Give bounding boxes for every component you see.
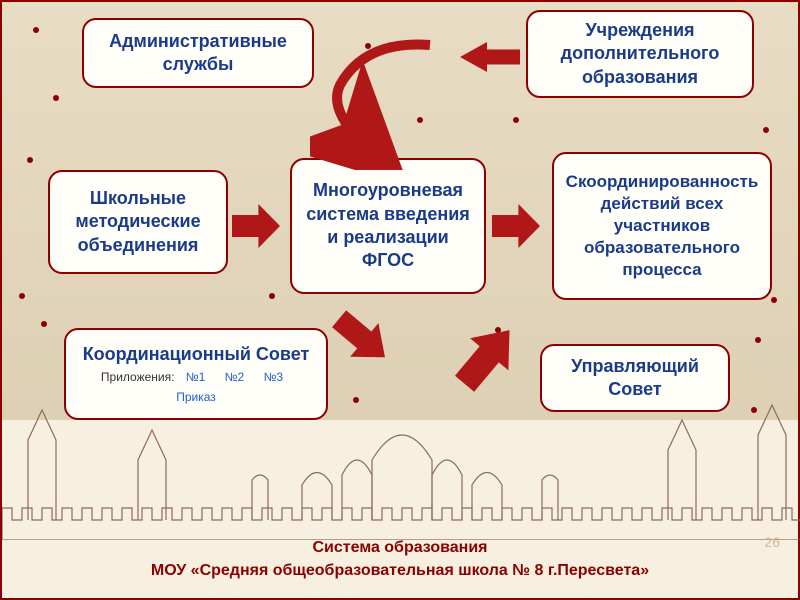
footer-line-1: Система образования	[0, 537, 800, 559]
node-coordination-actions: Скоординированность действий всех участн…	[552, 152, 772, 300]
arrow-center-to-coordination	[492, 204, 540, 248]
node-multilevel-system: Многоуровневая система введения и реализ…	[290, 158, 486, 294]
arrow-school-to-center	[232, 204, 280, 248]
attachment-link-3[interactable]: №3	[264, 370, 284, 384]
node-school-method-unions: Школьные методические объединения	[48, 170, 228, 274]
node-administrative-services: Административные службы	[82, 18, 314, 88]
node-governing-council: Управляющий Совет	[540, 344, 730, 412]
order-row: Приказ	[168, 390, 224, 406]
attachments-label: Приложения:	[101, 370, 175, 384]
page-number: 26	[764, 534, 780, 550]
arrow-council-to-center	[332, 316, 392, 360]
arrow-curved-top	[310, 30, 470, 170]
attachments-row: Приложения: №1 №2 №3	[101, 370, 291, 386]
node-label: Координационный Совет	[83, 343, 310, 366]
node-label: Школьные методические объединения	[60, 187, 216, 257]
node-label: Многоуровневая система введения и реализ…	[302, 179, 474, 273]
node-label: Административные службы	[94, 30, 302, 77]
attachment-link-2[interactable]: №2	[225, 370, 245, 384]
footer: Система образования МОУ «Средняя общеобр…	[0, 537, 800, 582]
node-label: Учреждения дополнительного образования	[538, 19, 742, 89]
node-coordination-council: Координационный Совет Приложения: №1 №2 …	[64, 328, 328, 420]
node-label: Скоординированность действий всех участн…	[564, 171, 760, 281]
attachment-link-1[interactable]: №1	[186, 370, 206, 384]
node-additional-education: Учреждения дополнительного образования	[526, 10, 754, 98]
order-link[interactable]: Приказ	[176, 390, 216, 404]
node-label: Управляющий Совет	[552, 355, 718, 402]
footer-line-2: МОУ «Средняя общеобразовательная школа №…	[0, 560, 800, 582]
arrow-governing-to-center	[452, 332, 522, 382]
